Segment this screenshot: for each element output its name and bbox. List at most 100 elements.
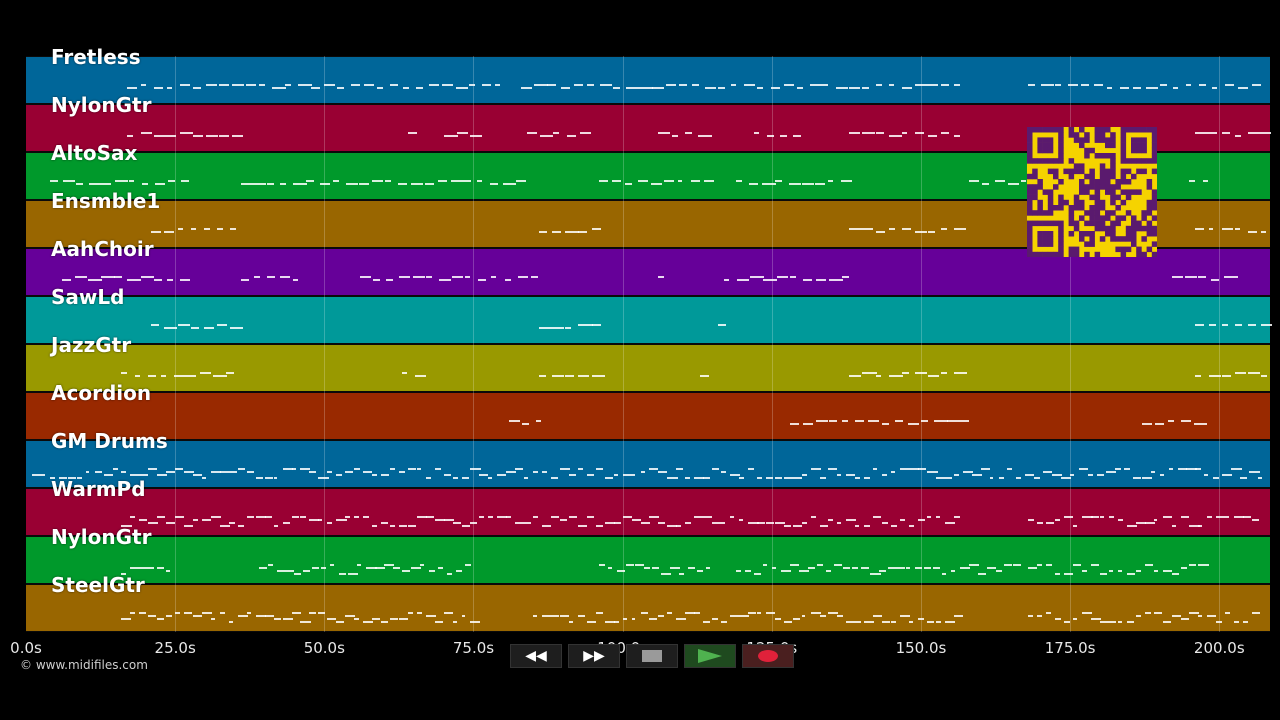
- qr-module: [1027, 231, 1033, 237]
- track-lane[interactable]: Fretless: [26, 45, 1270, 104]
- qr-module: [1032, 168, 1038, 175]
- qr-module: [1105, 137, 1111, 143]
- qr-module: [1131, 241, 1137, 247]
- qr-module: [1084, 251, 1090, 257]
- qr-module: [1099, 205, 1106, 211]
- qr-module: [1027, 225, 1033, 232]
- rewind-button[interactable]: ◀◀: [510, 644, 562, 668]
- track-lane[interactable]: SawLd: [26, 285, 1270, 344]
- qr-module: [1073, 168, 1080, 175]
- qr-module: [1058, 199, 1064, 206]
- qr-module: [1141, 251, 1147, 257]
- qr-module: [1120, 127, 1127, 133]
- qr-module: [1120, 153, 1127, 159]
- qr-module: [1125, 179, 1132, 185]
- qr-module: [1079, 168, 1085, 175]
- qr-module: [1151, 158, 1157, 164]
- qr-module: [1099, 153, 1106, 159]
- qr-module: [1079, 184, 1085, 190]
- qr-module: [1131, 220, 1137, 227]
- qr-module: [1094, 184, 1101, 190]
- qr-module: [1115, 179, 1121, 185]
- qr-module: [1094, 251, 1101, 257]
- qr-module: [1110, 168, 1116, 175]
- qr-module: [1110, 153, 1116, 159]
- track-lane[interactable]: SteelGtr: [26, 573, 1270, 632]
- qr-module: [1084, 220, 1090, 227]
- qr-module: [1136, 251, 1142, 257]
- qr-module: [1068, 173, 1075, 180]
- track-lane[interactable]: Acordion: [26, 381, 1270, 440]
- qr-module: [1094, 189, 1101, 195]
- qr-module: [1141, 158, 1147, 164]
- play-button[interactable]: [684, 644, 736, 668]
- qr-module: [1079, 199, 1085, 206]
- copyright-text: © www.midifiles.com: [20, 658, 148, 672]
- qr-module: [1058, 246, 1064, 253]
- fast-forward-button[interactable]: ▶▶: [568, 644, 620, 668]
- qr-module: [1105, 142, 1111, 149]
- qr-module: [1032, 158, 1038, 164]
- qr-module: [1073, 194, 1080, 201]
- qr-module: [1058, 241, 1064, 247]
- qr-module: [1037, 231, 1043, 237]
- qr-module: [1151, 168, 1157, 175]
- track-lane[interactable]: GM Drums: [26, 429, 1270, 488]
- qr-module: [1073, 251, 1080, 257]
- record-icon: [758, 650, 778, 662]
- qr-module: [1037, 236, 1043, 242]
- qr-module: [1110, 231, 1116, 237]
- qr-module: [1136, 137, 1142, 143]
- qr-module: [1089, 179, 1095, 185]
- track-name: Acordion: [51, 381, 152, 405]
- track-lane[interactable]: NylonGtr: [26, 525, 1270, 584]
- qr-module: [1131, 137, 1137, 143]
- qr-module: [1094, 225, 1101, 232]
- qr-module: [1027, 236, 1033, 242]
- qr-module: [1151, 251, 1157, 257]
- qr-module: [1058, 251, 1064, 257]
- qr-module: [1131, 147, 1137, 154]
- qr-module: [1131, 225, 1137, 232]
- qr-module: [1084, 147, 1090, 154]
- qr-module: [1084, 241, 1090, 247]
- qr-module: [1094, 210, 1101, 216]
- qr-module: [1120, 137, 1127, 143]
- qr-module: [1079, 127, 1085, 133]
- qr-module: [1047, 205, 1054, 211]
- qr-module: [1099, 236, 1106, 242]
- qr-module: [1047, 127, 1054, 133]
- qr-module: [1042, 241, 1049, 247]
- qr-module: [1073, 199, 1080, 206]
- track-name: NylonGtr: [51, 93, 152, 117]
- qr-module: [1053, 184, 1059, 190]
- qr-module: [1115, 184, 1121, 190]
- qr-module: [1058, 132, 1064, 138]
- qr-module: [1151, 194, 1157, 201]
- qr-module: [1146, 210, 1153, 216]
- qr-module: [1141, 127, 1147, 133]
- track-name: Ensmble1: [51, 189, 161, 213]
- qr-module: [1042, 236, 1049, 242]
- qr-module: [1151, 205, 1157, 211]
- qr-module: [1032, 127, 1038, 133]
- qr-module: [1110, 184, 1116, 190]
- qr-module: [1079, 179, 1085, 185]
- qr-module: [1037, 210, 1043, 216]
- stop-button[interactable]: [626, 644, 678, 668]
- qr-module: [1146, 199, 1153, 206]
- track-lane[interactable]: JazzGtr: [26, 333, 1270, 392]
- qr-module: [1027, 137, 1033, 143]
- qr-module: [1053, 220, 1059, 227]
- track-lane[interactable]: WarmPd: [26, 477, 1270, 536]
- qr-module: [1151, 153, 1157, 159]
- qr-module: [1042, 189, 1049, 195]
- stop-icon: [642, 650, 662, 662]
- qr-module: [1105, 153, 1111, 159]
- track-name: JazzGtr: [51, 333, 132, 357]
- qr-module: [1047, 241, 1054, 247]
- qr-module: [1115, 246, 1121, 253]
- qr-module: [1084, 184, 1090, 190]
- record-button[interactable]: [742, 644, 794, 668]
- qr-code[interactable]: [1027, 127, 1157, 257]
